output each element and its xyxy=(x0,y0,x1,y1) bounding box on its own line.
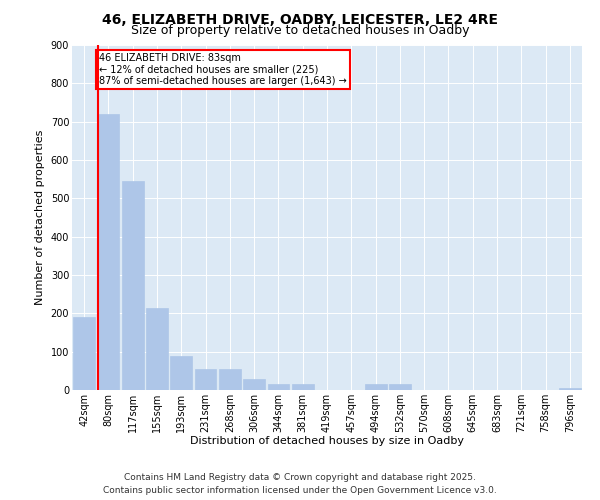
Y-axis label: Number of detached properties: Number of detached properties xyxy=(35,130,45,305)
Bar xyxy=(268,384,289,390)
Bar xyxy=(219,369,241,390)
Bar xyxy=(73,317,95,390)
Text: Contains HM Land Registry data © Crown copyright and database right 2025.
Contai: Contains HM Land Registry data © Crown c… xyxy=(103,474,497,495)
Text: 46, ELIZABETH DRIVE, OADBY, LEICESTER, LE2 4RE: 46, ELIZABETH DRIVE, OADBY, LEICESTER, L… xyxy=(102,12,498,26)
Bar xyxy=(194,369,217,390)
Bar xyxy=(365,384,386,390)
Bar xyxy=(559,388,581,390)
Bar xyxy=(389,384,411,390)
Text: Size of property relative to detached houses in Oadby: Size of property relative to detached ho… xyxy=(131,24,469,37)
Bar xyxy=(146,308,168,390)
X-axis label: Distribution of detached houses by size in Oadby: Distribution of detached houses by size … xyxy=(190,436,464,446)
Bar xyxy=(243,378,265,390)
Bar xyxy=(292,384,314,390)
Bar xyxy=(97,114,119,390)
Bar xyxy=(170,356,192,390)
Text: 46 ELIZABETH DRIVE: 83sqm
← 12% of detached houses are smaller (225)
87% of semi: 46 ELIZABETH DRIVE: 83sqm ← 12% of detac… xyxy=(99,52,347,86)
Bar xyxy=(122,181,143,390)
